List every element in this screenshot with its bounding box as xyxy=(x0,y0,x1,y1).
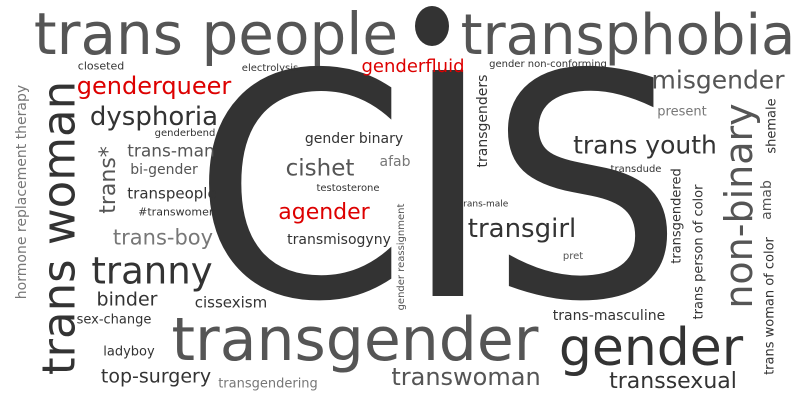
word-trans-people[interactable]: trans people xyxy=(33,0,399,68)
word-gender-non-conforming[interactable]: gender non-conforming xyxy=(489,59,607,70)
word-cissexism[interactable]: cissexism xyxy=(194,293,268,312)
word-afab[interactable]: afab xyxy=(379,154,411,170)
word-trans-boy[interactable]: trans-boy xyxy=(112,225,214,250)
word-transpeople[interactable]: transpeople xyxy=(127,184,217,203)
word-gender-reassignment[interactable]: gender reassignment xyxy=(396,203,407,311)
word-transdude[interactable]: transdude xyxy=(610,164,662,175)
word-trans-woman-of-color[interactable]: trans woman of color xyxy=(762,237,778,375)
word-transgender[interactable]: transgender xyxy=(171,305,539,375)
word-hrt[interactable]: hormone replacement therapy xyxy=(14,84,30,300)
word-transmisogyny[interactable]: transmisogyny xyxy=(287,232,391,248)
word-cishet[interactable]: cishet xyxy=(285,155,355,182)
word-cis[interactable]: CIS xyxy=(191,9,685,370)
word-trans-man[interactable]: trans-man xyxy=(127,141,215,162)
word-transgirl[interactable]: transgirl xyxy=(467,214,577,244)
word-transsexual[interactable]: transsexual xyxy=(609,369,737,394)
word-testosterone[interactable]: testosterone xyxy=(316,183,380,194)
word-trans-youth[interactable]: trans youth xyxy=(573,130,717,160)
word-trans-woman[interactable]: trans woman xyxy=(32,80,86,376)
word-misgender[interactable]: misgender xyxy=(651,65,785,95)
word-sex-change[interactable]: sex-change xyxy=(76,312,152,328)
word-trans-star[interactable]: trans* xyxy=(96,146,121,214)
word-genderbend[interactable]: genderbend xyxy=(154,128,216,139)
word-trans-male[interactable]: trans-male xyxy=(459,199,509,210)
word-transgendering[interactable]: transgendering xyxy=(218,376,318,392)
word-genderfluid[interactable]: genderfluid xyxy=(361,56,465,77)
word-transgendered[interactable]: transgendered xyxy=(669,168,685,264)
word-bi-gender[interactable]: bi-gender xyxy=(130,162,198,178)
word-gender[interactable]: gender xyxy=(558,318,744,378)
word-non-binary[interactable]: non-binary xyxy=(717,103,761,309)
word-ladyboy[interactable]: ladyboy xyxy=(103,344,155,360)
word-trans-person-of-color[interactable]: trans person of color xyxy=(691,184,707,320)
word-closeted[interactable]: closeted xyxy=(77,59,125,73)
word-dysphoria[interactable]: dysphoria xyxy=(89,102,219,132)
word-agender[interactable]: agender xyxy=(278,200,370,225)
word-trans-masculine[interactable]: trans-masculine xyxy=(552,308,666,324)
word-hashtag-transwomen[interactable]: #transwomen xyxy=(138,205,216,219)
word-transgenders[interactable]: transgenders xyxy=(475,74,491,168)
word-gender-binary[interactable]: gender binary xyxy=(304,131,404,147)
word-tranny[interactable]: tranny xyxy=(91,249,213,293)
word-top-surgery[interactable]: top-surgery xyxy=(100,365,212,388)
word-pret[interactable]: pret xyxy=(562,251,584,262)
word-amab[interactable]: amab xyxy=(759,180,775,220)
cis-i-dot-icon xyxy=(415,6,449,46)
word-binder[interactable]: binder xyxy=(96,288,158,311)
word-electrolysis[interactable]: electrolysis xyxy=(241,63,299,74)
word-shemale[interactable]: shemale xyxy=(764,98,780,154)
word-genderqueer[interactable]: genderqueer xyxy=(76,72,232,100)
word-transwoman[interactable]: transwoman xyxy=(391,363,541,391)
word-present[interactable]: present xyxy=(657,104,707,120)
word-transphobia[interactable]: transphobia xyxy=(460,3,796,68)
